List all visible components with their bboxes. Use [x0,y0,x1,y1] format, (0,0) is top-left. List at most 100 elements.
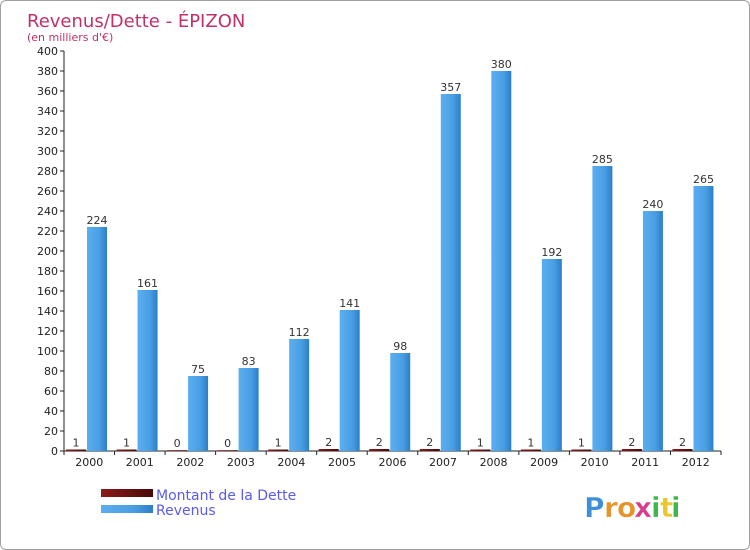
data-label-revenus-2006: 98 [393,340,407,353]
data-label-debt-2005: 2 [325,436,332,449]
data-label-revenus-2009: 192 [541,246,562,259]
data-label-debt-2011: 2 [628,436,635,449]
data-label-debt-2000: 1 [73,437,80,450]
bar-debt-2003 [217,450,238,451]
y-tick-label: 180 [37,265,58,278]
x-tick-label: 2009 [530,456,558,469]
data-label-revenus-2012: 265 [693,173,714,186]
bar-revenus-2001 [137,290,158,451]
bar-revenus-2005 [339,310,360,451]
bar-debt-2004 [268,449,289,451]
data-label-revenus-2008: 380 [491,58,512,71]
logo-letter: r [604,491,618,524]
legend-swatch-debt [101,489,153,497]
x-tick-label: 2003 [227,456,255,469]
bar-debt-2005 [318,449,339,451]
x-tick-label: 2008 [480,456,508,469]
y-tick-label: 360 [37,85,58,98]
y-axis: 0 20 40 60 80 100 120 140 160 180 200 220 240 260 280 3… [37,45,65,458]
x-tick-label: 2004 [277,456,305,469]
legend-label-revenus: Revenus [156,503,216,519]
bar-revenus-2000 [87,227,107,451]
x-tick-label: 2002 [176,456,204,469]
data-label-debt-2007: 2 [426,436,433,449]
data-label-revenus-2007: 357 [440,81,461,94]
data-label-debt-2012: 2 [679,436,686,449]
y-tick-label: 220 [37,225,58,238]
bar-debt-2011 [621,449,642,451]
x-axis: 2000 2001 2002 2003 2004 2005 2006 2007 2008 2009… [63,450,722,469]
data-label-debt-2002: 0 [174,437,181,450]
logo-letter: x [634,491,652,524]
bar-revenus-2004 [289,339,310,451]
x-tick-label: 2010 [581,456,609,469]
data-label-debt-2008: 1 [477,437,484,450]
logo-letter: P [584,491,605,524]
bar-revenus-2011 [642,211,663,451]
y-tick-label: 260 [37,185,58,198]
bar-debt-2009 [520,449,541,451]
y-tick-label: 80 [44,365,58,378]
x-tick-label: 2006 [379,456,407,469]
bar-revenus-2010 [592,166,613,451]
y-tick-label: 340 [37,105,58,118]
y-tick-label: 300 [37,145,58,158]
bar-revenus-2006 [390,353,411,451]
data-label-revenus-2004: 112 [289,326,310,339]
y-tick-label: 240 [37,205,58,218]
data-label-revenus-2011: 240 [642,198,663,211]
legend-swatch-revenus [101,505,153,513]
y-tick-label: 20 [44,425,58,438]
bar-debt-2006 [369,449,390,451]
bar-debt-2008 [470,449,491,451]
logo-letter: t [660,491,673,524]
logo-letter: i [671,491,681,524]
data-label-debt-2009: 1 [527,437,534,450]
x-tick-label: 2007 [429,456,457,469]
bar-revenus-2008 [491,71,512,451]
y-tick-label: 380 [37,65,58,78]
data-label-revenus-2003: 83 [242,355,256,368]
data-label-debt-2003: 0 [224,437,231,450]
y-tick-label: 60 [44,385,58,398]
bar-debt-2010 [571,449,592,451]
logo-letter: o [617,491,636,524]
data-label-revenus-2005: 141 [339,297,360,310]
bar-revenus-2007 [440,94,461,451]
bar-revenus-2003 [238,368,259,451]
bar-revenus-2009 [541,259,562,451]
y-tick-label: 280 [37,165,58,178]
bar-debt-2001 [116,449,137,451]
data-label-debt-2001: 1 [123,437,130,450]
logo-letter: i [651,491,661,524]
chart-subtitle: (en milliers d'€) [27,31,113,44]
data-label-debt-2010: 1 [578,437,585,450]
legend-label-debt: Montant de la Dette [156,488,296,504]
x-tick-label: 2011 [631,456,659,469]
y-tick-label: 400 [37,45,58,58]
data-label-debt-2006: 2 [376,436,383,449]
x-tick-label: 2000 [75,456,103,469]
bar-debt-2002 [167,450,188,451]
chart-title: Revenus/Dette - ÉPIZON [27,10,245,32]
bar-debt-2000 [66,449,86,451]
y-tick-label: 200 [37,245,58,258]
y-tick-label: 0 [51,445,58,458]
bar-revenus-2002 [188,376,209,451]
data-label-revenus-2002: 75 [191,363,205,376]
bar-revenus-2012 [693,186,714,451]
data-label-revenus-2010: 285 [592,153,613,166]
y-tick-label: 100 [37,345,58,358]
y-tick-label: 160 [37,285,58,298]
y-tick-label: 40 [44,405,58,418]
x-tick-label: 2012 [682,456,710,469]
x-tick-label: 2005 [328,456,356,469]
y-tick-label: 120 [37,325,58,338]
x-tick-label: 2001 [126,456,154,469]
legend: Montant de la Dette Revenus [101,488,296,519]
bars: 1 224 1 161 0 75 0 83 1 112 2 141 2 98 2 357 1 380 1 192 1 28… [66,58,714,451]
y-tick-label: 320 [37,125,58,138]
